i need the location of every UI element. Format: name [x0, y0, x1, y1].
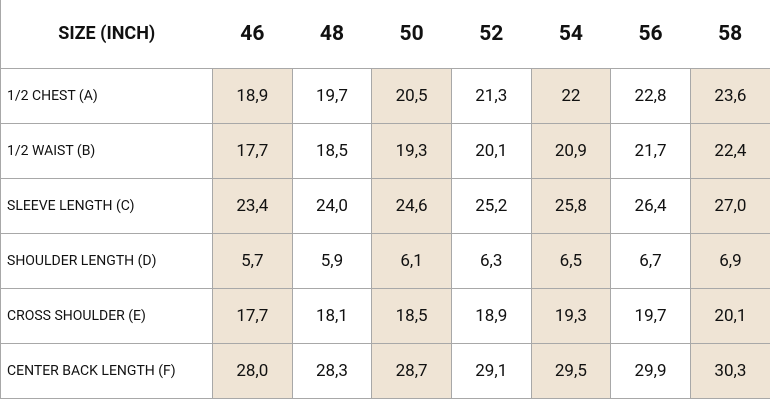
measurement-cell: 26,4	[610, 177, 691, 234]
measurement-cell: 18,5	[371, 287, 452, 344]
size-header: 50	[371, 0, 452, 69]
size-header: 52	[451, 0, 532, 69]
table-row: CENTER BACK LENGTH (F) 28,0 28,3 28,7 29,1 29…	[0, 342, 770, 399]
measurement-cell: 20,1	[450, 122, 532, 179]
row-label: CENTER BACK LENGTH (F)	[0, 342, 213, 399]
measurement-cell: 22	[530, 67, 612, 124]
size-header: 56	[610, 0, 691, 69]
measurement-cell: 23,4	[212, 177, 293, 234]
measurement-cell: 22,8	[610, 67, 691, 124]
measurement-cell: 20,9	[530, 122, 612, 179]
measurement-cell: 28,0	[212, 342, 293, 399]
measurement-cell: 30,3	[689, 342, 770, 399]
table-row: 1/2 WAIST (B) 17,7 18,5 19,3 20,1 20,9 21,7 22,…	[0, 122, 770, 179]
measurement-cell: 25,8	[530, 177, 612, 234]
size-header: 58	[690, 0, 770, 69]
measurement-cell: 6,1	[371, 232, 452, 289]
measurement-cell: 25,2	[450, 177, 532, 234]
table-row: SHOULDER LENGTH (D) 5,7 5,9 6,1 6,3 6,5 6,7 6,9	[0, 232, 770, 289]
table-row: CROSS SHOULDER (E) 17,7 18,1 18,5 18,9 19,3 19…	[0, 287, 770, 344]
measurement-cell: 6,9	[689, 232, 770, 289]
measurement-cell: 23,6	[689, 67, 770, 124]
measurement-cell: 19,3	[530, 287, 612, 344]
table-row: SLEEVE LENGTH (C) 23,4 24,0 24,6 25,2 25,8 26,…	[0, 177, 770, 234]
measurement-cell: 5,7	[212, 232, 293, 289]
measurement-cell: 24,0	[291, 177, 373, 234]
measurement-cell: 6,5	[530, 232, 612, 289]
measurement-cell: 20,5	[371, 67, 452, 124]
measurement-cell: 19,7	[291, 67, 373, 124]
measurement-cell: 17,7	[212, 287, 293, 344]
row-label: 1/2 CHEST (A)	[0, 67, 213, 124]
measurement-cell: 28,7	[371, 342, 452, 399]
measurement-cell: 6,7	[610, 232, 691, 289]
corner-header: SIZE (INCH)	[0, 0, 213, 69]
measurement-cell: 18,9	[212, 67, 293, 124]
row-label: SLEEVE LENGTH (C)	[0, 177, 213, 234]
measurement-cell: 18,1	[291, 287, 373, 344]
measurement-cell: 19,7	[610, 287, 691, 344]
measurement-cell: 18,9	[450, 287, 532, 344]
measurement-cell: 28,3	[291, 342, 373, 399]
row-label: 1/2 WAIST (B)	[0, 122, 213, 179]
measurement-cell: 24,6	[371, 177, 452, 234]
row-label: SHOULDER LENGTH (D)	[0, 232, 213, 289]
size-header: 46	[212, 0, 293, 69]
measurement-cell: 18,5	[291, 122, 373, 179]
measurement-cell: 29,9	[610, 342, 691, 399]
table-row: 1/2 CHEST (A) 18,9 19,7 20,5 21,3 22 22,8 23,6	[0, 67, 770, 124]
measurement-cell: 21,3	[450, 67, 532, 124]
measurement-cell: 5,9	[291, 232, 373, 289]
header-row: SIZE (INCH) 46 48 50 52 54 56 58	[0, 0, 770, 69]
measurement-cell: 27,0	[689, 177, 770, 234]
measurement-cell: 20,1	[689, 287, 770, 344]
measurement-cell: 17,7	[212, 122, 293, 179]
size-header: 48	[292, 0, 372, 69]
table-header: SIZE (INCH) 46 48 50 52 54 56 58	[0, 0, 770, 69]
measurement-cell: 19,3	[371, 122, 452, 179]
measurement-cell: 29,1	[450, 342, 532, 399]
row-label: CROSS SHOULDER (E)	[0, 287, 213, 344]
measurement-cell: 6,3	[450, 232, 532, 289]
size-header: 54	[531, 0, 611, 69]
measurement-cell: 29,5	[530, 342, 612, 399]
measurement-cell: 22,4	[689, 122, 770, 179]
table-body: 1/2 CHEST (A) 18,9 19,7 20,5 21,3 22 22,8 23,6 1…	[0, 67, 770, 399]
measurement-cell: 21,7	[610, 122, 691, 179]
